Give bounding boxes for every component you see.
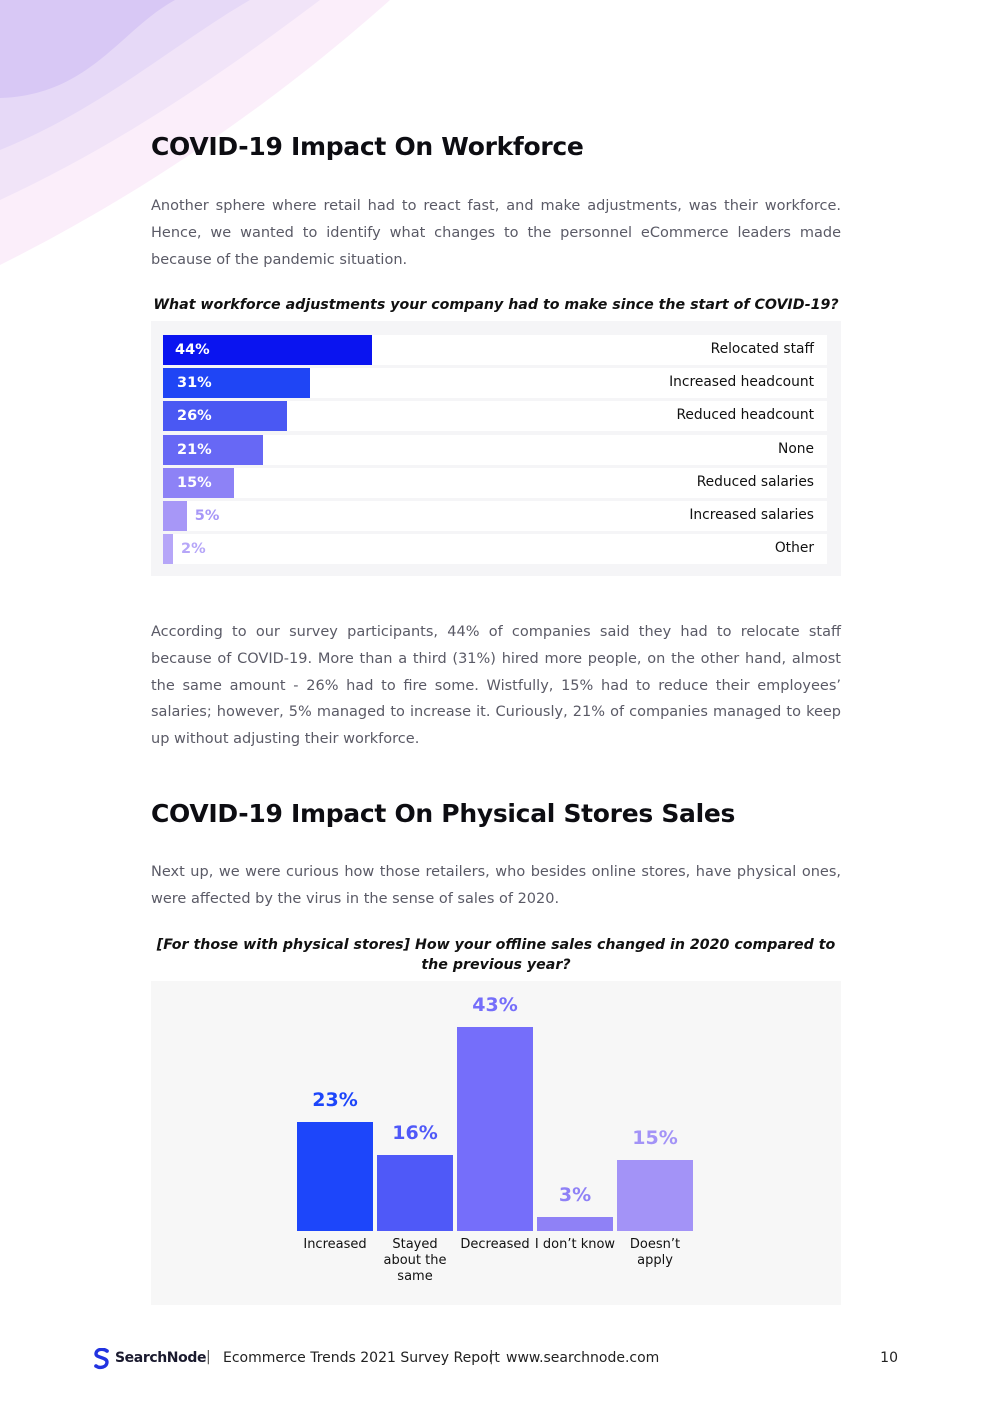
workforce-bar (163, 534, 173, 565)
page-footer: SearchNode | Ecommerce Trends 2021 Surve… (94, 1347, 898, 1371)
workforce-question: What workforce adjustments your company … (153, 297, 839, 313)
offline-sales-bar (457, 1027, 533, 1231)
footer-separator: | (489, 1349, 494, 1365)
workforce-bar (163, 335, 372, 365)
workforce-bar (163, 368, 311, 399)
workforce-bar (163, 501, 187, 531)
offline-sales-bar (377, 1155, 453, 1231)
physical-stores-intro: Next up, we were curious how those retai… (151, 864, 841, 907)
workforce-bar-value: 15% (177, 474, 212, 491)
workforce-bar-row: 5% Increased salaries (163, 501, 827, 531)
offline-sales-bar-value: 3% (558, 1183, 592, 1206)
offline-sales-bar (617, 1159, 693, 1231)
offline-sales-bar-label: Doesn’t apply (629, 1237, 681, 1268)
footer-separator: | (206, 1349, 211, 1365)
workforce-bar-label: Reduced headcount (676, 407, 814, 424)
section-title-workforce: COVID-19 Impact On Workforce (151, 132, 584, 161)
workforce-bar-label: Relocated staff (710, 341, 814, 357)
workforce-bar-row: 2% Other (163, 534, 827, 565)
offline-sales-bar (297, 1121, 373, 1231)
workforce-bar-value: 26% (177, 408, 212, 425)
footer-website-link[interactable]: www.searchnode.com (506, 1350, 660, 1366)
workforce-bar-label: Increased headcount (669, 374, 814, 391)
offline-sales-bar-chart: 23% Increased 16% Stayed about the same 43% Dec… (151, 981, 841, 1305)
workforce-bar-value: 44% (175, 342, 210, 358)
workforce-summary: According to our survey participants, 44… (151, 624, 841, 748)
workforce-bar-value: 21% (177, 441, 212, 458)
workforce-bar (163, 434, 263, 465)
offline-sales-bar (537, 1216, 613, 1231)
searchnode-logo-text: SearchNode (115, 1350, 207, 1366)
workforce-bar-row: 44% Relocated staff (163, 335, 827, 365)
physical-stores-question: [For those with physical stores] How you… (156, 937, 836, 973)
workforce-bar-chart: 44% Relocated staff 31% Increased headcount… (151, 321, 841, 576)
workforce-bar-row: 15% Reduced salaries (163, 467, 827, 498)
workforce-bar-row: 26% Reduced headcount (163, 401, 827, 432)
offline-sales-bar-value: 15% (632, 1126, 678, 1149)
offline-sales-bar-value: 23% (312, 1088, 358, 1111)
searchnode-logo-icon (94, 1348, 109, 1370)
offline-sales-bar-label: Increased (303, 1237, 367, 1252)
workforce-bar-label: Other (774, 540, 814, 557)
workforce-bar (163, 467, 235, 498)
offline-sales-bar-label: Decreased (460, 1237, 530, 1252)
workforce-bar-value: 31% (177, 375, 212, 392)
offline-sales-bar-value: 43% (472, 994, 518, 1016)
workforce-bar-value: 5% (194, 508, 220, 524)
workforce-bar-value: 2% (181, 541, 206, 558)
workforce-bar-row: 21% None (163, 434, 827, 465)
workforce-bar-label: Increased salaries (689, 507, 814, 523)
footer-report-title: Ecommerce Trends 2021 Survey Report (223, 1350, 500, 1366)
workforce-intro: Another sphere where retail had to react… (151, 198, 841, 268)
offline-sales-bar-label: Stayed about the same (383, 1237, 447, 1284)
page-number: 10 (880, 1350, 898, 1366)
section-title-physical-stores: COVID-19 Impact On Physical Stores Sales (151, 799, 736, 828)
workforce-bar-label: None (778, 440, 814, 457)
workforce-bar (163, 401, 287, 432)
offline-sales-bar-value: 16% (392, 1122, 438, 1145)
offline-sales-bar-label: I don’t know (534, 1237, 616, 1252)
workforce-bar-row: 31% Increased headcount (163, 368, 827, 399)
workforce-bar-label: Reduced salaries (696, 473, 814, 490)
